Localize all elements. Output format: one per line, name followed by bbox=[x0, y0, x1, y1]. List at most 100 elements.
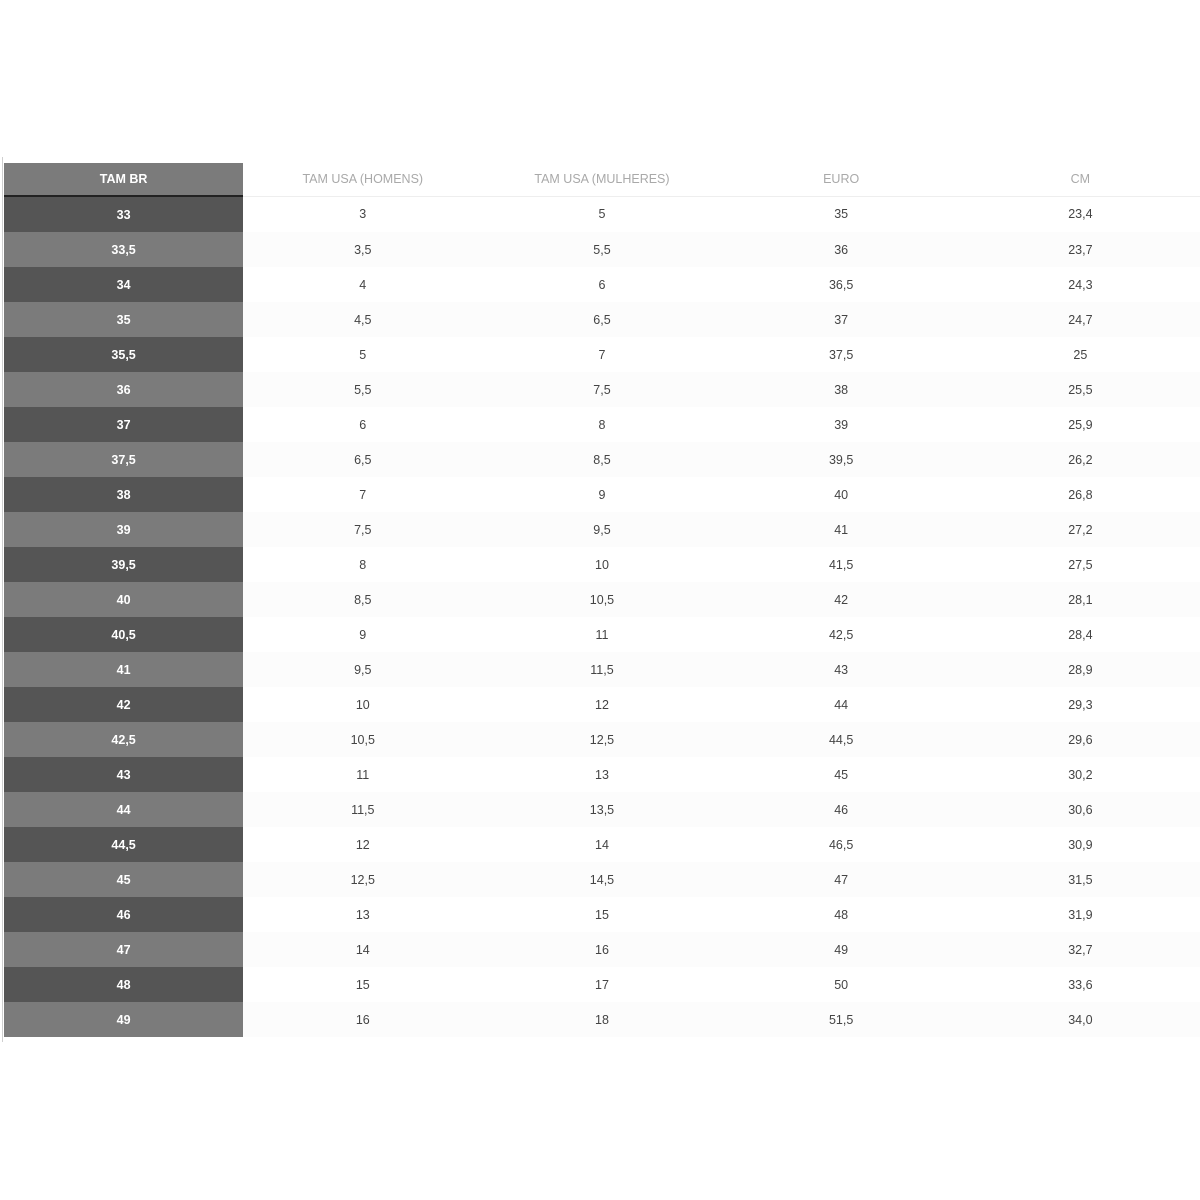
table-cell: 39,5 bbox=[721, 442, 961, 477]
table-cell: 49 bbox=[721, 932, 961, 967]
table-cell: 37 bbox=[4, 407, 244, 442]
table-cell: 29,3 bbox=[1068, 697, 1093, 712]
table-row: 39 7,5 9,5 41 27,2 bbox=[4, 512, 1200, 547]
table-cell: 11 bbox=[356, 767, 370, 782]
table-cell: 28,9 bbox=[960, 652, 1200, 687]
table-cell: 41,5 bbox=[828, 557, 854, 572]
table-cell: 36 bbox=[721, 232, 961, 267]
table-cell: 11,5 bbox=[243, 792, 483, 827]
table-row: 46 13 15 48 31,9 bbox=[4, 897, 1200, 932]
table-cell: 44 bbox=[834, 697, 849, 712]
table-cell: 7,5 bbox=[243, 512, 483, 547]
table-cell: 34,0 bbox=[960, 1002, 1200, 1037]
table-cell: 27,2 bbox=[960, 512, 1200, 547]
table-cell: 12 bbox=[355, 837, 370, 852]
table-cell: 13 bbox=[595, 767, 609, 782]
table-row: 45 12,5 14,5 47 31,5 bbox=[4, 862, 1200, 897]
table-cell: 5 bbox=[598, 207, 606, 222]
table-cell: 42 bbox=[4, 687, 244, 722]
table-cell: 48 bbox=[834, 907, 849, 922]
table-cell: 4,5 bbox=[243, 302, 483, 337]
table-cell: 40 bbox=[4, 582, 244, 617]
table-cell: 23,4 bbox=[1068, 207, 1093, 222]
header-row: TAM BR TAM USA (HOMENS) TAM USA (MULHERES)… bbox=[4, 163, 1200, 197]
column-header: TAM BR bbox=[4, 163, 244, 197]
table-cell: 38 bbox=[721, 372, 961, 407]
table-row: 44,5 12 14 46,5 30,9 bbox=[4, 827, 1200, 862]
table-cell: 26,8 bbox=[1068, 487, 1093, 502]
table-cell: 28,4 bbox=[1068, 627, 1093, 642]
table-cell: 46 bbox=[4, 897, 244, 932]
table-cell: 16 bbox=[243, 1002, 483, 1037]
table-row: 35,5 5 7 37,5 25 bbox=[4, 337, 1200, 372]
table-cell: 14,5 bbox=[482, 862, 722, 897]
table-cell: 27,5 bbox=[1068, 557, 1093, 572]
table-row: 47 14 16 49 32,7 bbox=[4, 932, 1200, 967]
table-cell: 5 bbox=[359, 347, 367, 362]
table-cell: 7 bbox=[598, 347, 606, 362]
table-cell: 40,5 bbox=[4, 617, 244, 652]
table-cell: 8,5 bbox=[482, 442, 722, 477]
table-cell: 6,5 bbox=[243, 442, 483, 477]
table-cell: 41 bbox=[4, 652, 244, 687]
table-cell: 23,7 bbox=[960, 232, 1200, 267]
table-cell: 41 bbox=[721, 512, 961, 547]
table-row: 37 6 8 39 25,9 bbox=[4, 407, 1200, 442]
table-cell: 42,5 bbox=[4, 722, 244, 757]
table-cell: 24,3 bbox=[1068, 277, 1093, 292]
table-cell: 35 bbox=[4, 302, 244, 337]
table-cell: 29,6 bbox=[960, 722, 1200, 757]
table-cell: 47 bbox=[4, 932, 244, 967]
table-cell: 39 bbox=[834, 417, 849, 432]
table-cell: 42 bbox=[721, 582, 961, 617]
table-cell: 37 bbox=[721, 302, 961, 337]
table-cell: 15 bbox=[355, 977, 370, 992]
table-cell: 46 bbox=[721, 792, 961, 827]
table-cell: 43 bbox=[721, 652, 961, 687]
table-cell: 16 bbox=[482, 932, 722, 967]
table-cell: 25,5 bbox=[960, 372, 1200, 407]
table-cell: 3,5 bbox=[243, 232, 483, 267]
table-row: 33,5 3,5 5,5 36 23,7 bbox=[4, 232, 1200, 267]
table-cell: 51,5 bbox=[721, 1002, 961, 1037]
table-cell: 14 bbox=[595, 837, 609, 852]
table-cell: 48 bbox=[4, 967, 244, 1002]
table-cell: 12,5 bbox=[243, 862, 483, 897]
table-cell: 37,5 bbox=[4, 442, 244, 477]
table-cell: 13,5 bbox=[482, 792, 722, 827]
table-cell: 44,5 bbox=[721, 722, 961, 757]
table-cell: 5,5 bbox=[482, 232, 722, 267]
table-row: 42,5 10,5 12,5 44,5 29,6 bbox=[4, 722, 1200, 757]
table-cell: 35 bbox=[834, 207, 849, 222]
table-cell: 4 bbox=[359, 277, 367, 292]
table-cell: 36 bbox=[4, 372, 244, 407]
table-cell: 18 bbox=[482, 1002, 722, 1037]
table-row: 39,5 8 10 41,5 27,5 bbox=[4, 547, 1200, 582]
table-cell: 10,5 bbox=[243, 722, 483, 757]
table-cell: 33,5 bbox=[4, 232, 244, 267]
table-cell: 14 bbox=[243, 932, 483, 967]
table-row: 34 4 6 36,5 24,3 bbox=[4, 267, 1200, 302]
table-cell: 10,5 bbox=[482, 582, 722, 617]
table-cell: 8,5 bbox=[243, 582, 483, 617]
table-row: 42 10 12 44 29,3 bbox=[4, 687, 1200, 722]
table-cell: 5,5 bbox=[243, 372, 483, 407]
table-cell: 11 bbox=[595, 627, 609, 642]
table-cell: 15 bbox=[595, 907, 609, 922]
table-cell: 36,5 bbox=[828, 277, 854, 292]
table-row: 35 4,5 6,5 37 24,7 bbox=[4, 302, 1200, 337]
table-cell: 12,5 bbox=[482, 722, 722, 757]
table-cell: 30,6 bbox=[960, 792, 1200, 827]
table-cell: 35,5 bbox=[4, 337, 244, 372]
table-cell: 39 bbox=[4, 512, 244, 547]
table-row: 43 11 13 45 30,2 bbox=[4, 757, 1200, 792]
table-cell: 50 bbox=[834, 977, 849, 992]
table-cell: 31,5 bbox=[960, 862, 1200, 897]
table-row: 49 16 18 51,5 34,0 bbox=[4, 1002, 1200, 1037]
table-cell: 17 bbox=[595, 977, 609, 992]
table-cell: 46,5 bbox=[828, 837, 854, 852]
table-cell: 13 bbox=[355, 907, 370, 922]
table-cell: 25,9 bbox=[1068, 417, 1093, 432]
table-cell: 8 bbox=[598, 417, 606, 432]
table-cell: 44,5 bbox=[4, 827, 244, 862]
